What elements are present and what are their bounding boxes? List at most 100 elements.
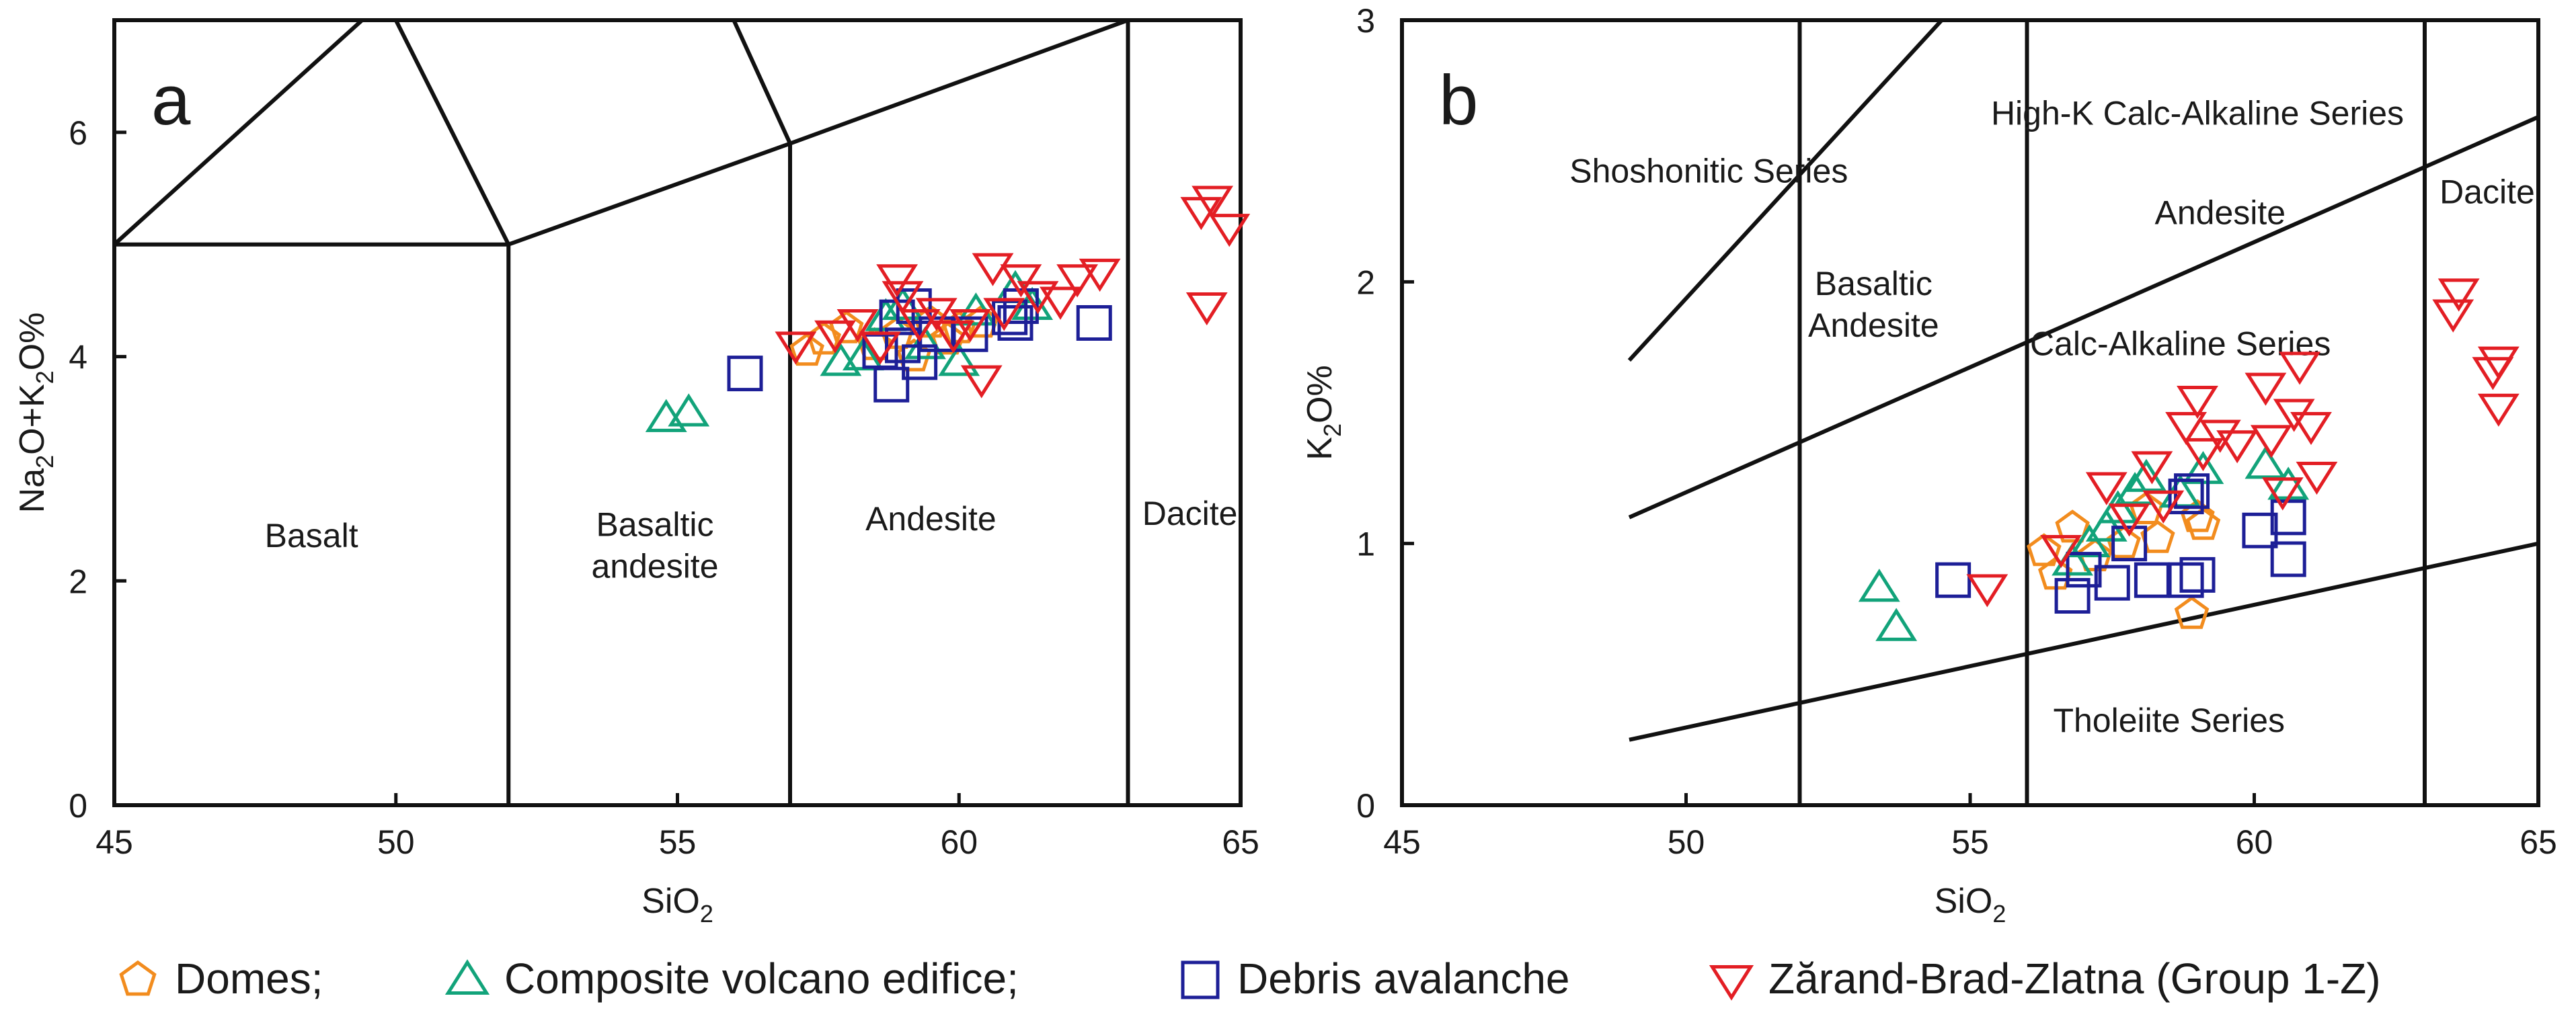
legend-marker-debris xyxy=(1181,960,1220,999)
data-point-zbz xyxy=(1966,574,2008,608)
region-label: Calc-Alkaline Series xyxy=(2030,325,2331,362)
y-tick-label: 0 xyxy=(69,787,87,825)
data-point-zbz xyxy=(2131,451,2173,485)
data-point-domes xyxy=(930,321,966,355)
x-axis-label: SiO2 xyxy=(641,882,713,927)
data-point-zbz xyxy=(2199,419,2241,453)
panel-letter: b xyxy=(1439,61,1478,140)
boundary-line xyxy=(394,20,510,246)
panel-a-tas-diagram: 45 50 55 60 65 0 2 4 6 SiO2 Na2O+K2O% a Basalt Basalt… xyxy=(13,18,1259,927)
data-point-debris xyxy=(2270,499,2306,536)
x-tick-label: 65 xyxy=(2520,823,2557,861)
data-point-zbz xyxy=(1040,286,1081,320)
data-point-zbz xyxy=(2296,461,2338,495)
data-point-zbz xyxy=(1192,185,1234,219)
panel-letter: a xyxy=(151,61,191,140)
y-tick-label: 0 xyxy=(1356,787,1375,825)
x-tick-label: 55 xyxy=(659,823,697,861)
data-point-composite xyxy=(668,393,710,427)
data-point-zbz xyxy=(814,320,856,354)
data-point-zbz xyxy=(960,365,1003,399)
x-axis-label: SiO2 xyxy=(1935,882,2006,927)
legend-label-domes: Domes; xyxy=(175,954,323,1003)
data-point-zbz xyxy=(949,309,991,343)
data-point-zbz xyxy=(2182,438,2224,472)
data-point-zbz xyxy=(2040,534,2082,569)
y-axis-label: K2O% xyxy=(1300,365,1346,460)
data-point-debris xyxy=(2174,473,2210,509)
data-point-debris xyxy=(2270,541,2306,577)
boundary-line xyxy=(789,20,1129,146)
data-point-composite xyxy=(2245,446,2287,479)
plot-frame xyxy=(1400,18,2540,807)
data-point-zbz xyxy=(915,298,958,331)
data-point-zbz xyxy=(1208,214,1251,247)
legend: Domes; Composite volcano edifice; Debris a… xyxy=(119,954,2381,1003)
data-point-domes xyxy=(2106,525,2141,559)
data-point-debris xyxy=(2179,556,2216,593)
y-tick-label: 3 xyxy=(1356,2,1375,40)
data-point-debris xyxy=(1076,305,1112,341)
y-tick-label: 4 xyxy=(69,339,87,376)
panel-b-k2o-diagram: 45 50 55 60 65 0 1 2 3 SiO2 K2O% b Shoshonitic Serie… xyxy=(1300,2,2557,927)
data-point-composite xyxy=(2097,490,2139,524)
data-point-debris xyxy=(2242,512,2278,548)
data-point-debris xyxy=(2168,479,2204,515)
data-point-debris xyxy=(2168,562,2204,598)
x-tick-label: 65 xyxy=(1222,823,1259,861)
x-tick-label: 45 xyxy=(95,823,133,861)
data-point-zbz xyxy=(2250,425,2292,458)
region-label: Andesite xyxy=(865,500,997,538)
data-point-debris xyxy=(2134,562,2170,598)
data-point-zbz xyxy=(1056,264,1099,298)
data-point-zbz xyxy=(2261,477,2304,511)
y-tick-label: 6 xyxy=(69,114,87,152)
x-tick-label: 55 xyxy=(1951,823,1989,861)
data-point-zbz xyxy=(2142,490,2185,524)
legend-label-zbz: Zărand-Brad-Zlatna (Group 1-Z) xyxy=(1768,954,2381,1003)
data-point-debris xyxy=(2094,565,2130,601)
data-point-debris xyxy=(902,344,938,380)
data-point-zbz xyxy=(2177,386,2218,419)
region-label: Dacite xyxy=(1142,495,1238,532)
data-point-zbz xyxy=(775,331,817,365)
region-label: Basalt xyxy=(265,517,358,554)
data-point-debris xyxy=(1935,562,1972,598)
boundary-line xyxy=(732,20,792,145)
legend-marker-zbz xyxy=(1709,965,1754,1001)
series-zbz xyxy=(1966,278,2520,608)
region-label: Shoshonitic Series xyxy=(1569,152,1848,190)
data-point-debris xyxy=(2054,578,2091,614)
data-point-zbz xyxy=(2216,430,2259,464)
data-point-zbz xyxy=(859,331,901,365)
legend-label-composite: Composite volcano edifice; xyxy=(504,954,1019,1003)
boundary-line xyxy=(114,20,364,246)
data-point-composite xyxy=(1858,569,1900,602)
data-point-zbz xyxy=(1185,292,1228,326)
y-tick-label: 2 xyxy=(1356,263,1375,301)
data-point-zbz xyxy=(876,264,919,298)
classification-boundaries xyxy=(114,20,1130,805)
boundary-line xyxy=(1629,541,2538,742)
x-tick-label: 60 xyxy=(2236,823,2273,861)
data-point-composite xyxy=(1875,608,1918,641)
data-point-debris xyxy=(727,356,763,392)
data-point-zbz xyxy=(983,298,1025,331)
x-tick-label: 60 xyxy=(940,823,978,861)
data-point-debris xyxy=(873,366,910,403)
data-point-zbz xyxy=(972,253,1014,286)
region-label: Basaltic andesite xyxy=(591,506,718,585)
legend-label-debris: Debris avalanche xyxy=(1237,954,1570,1003)
x-tick-label: 50 xyxy=(1668,823,1705,861)
data-point-domes xyxy=(2180,499,2215,532)
legend-marker-domes xyxy=(119,960,157,996)
data-point-zbz xyxy=(2108,503,2150,537)
legend-marker-composite xyxy=(444,959,490,995)
y-tick-label: 2 xyxy=(69,563,87,600)
data-point-zbz xyxy=(836,309,879,343)
data-point-domes xyxy=(789,333,824,366)
data-point-zbz xyxy=(2279,352,2321,385)
boundary-line xyxy=(1628,115,2538,520)
data-point-debris xyxy=(952,316,988,352)
